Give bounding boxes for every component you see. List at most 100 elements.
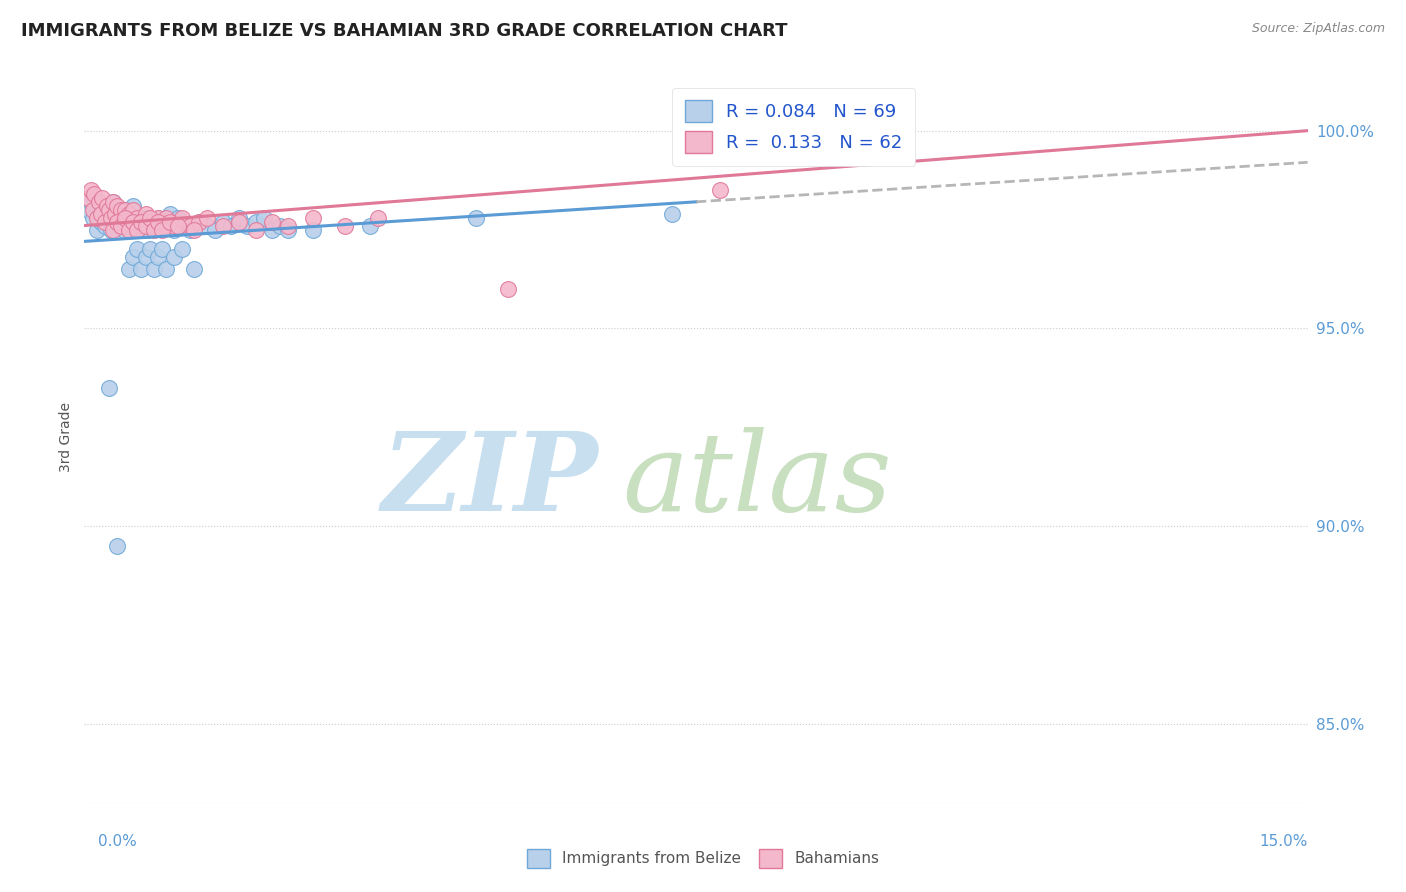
- Point: [212, 219, 235, 233]
- Point: [131, 219, 153, 233]
- Point: [87, 202, 110, 217]
- Point: [167, 219, 190, 233]
- Point: [159, 214, 181, 228]
- Point: [155, 214, 177, 228]
- Point: [90, 207, 112, 221]
- Point: [163, 250, 186, 264]
- Point: [150, 219, 173, 233]
- Point: [150, 219, 173, 233]
- Text: 15.0%: 15.0%: [1260, 834, 1308, 849]
- Point: [136, 222, 159, 236]
- Point: [135, 219, 157, 233]
- Text: atlas: atlas: [623, 427, 893, 534]
- Point: [91, 191, 114, 205]
- Text: Source: ZipAtlas.com: Source: ZipAtlas.com: [1251, 22, 1385, 36]
- Point: [122, 250, 145, 264]
- Point: [107, 219, 129, 233]
- Text: 0.0%: 0.0%: [98, 834, 138, 849]
- Point: [179, 222, 201, 236]
- Point: [367, 211, 389, 225]
- Point: [709, 183, 731, 197]
- Point: [105, 539, 128, 553]
- Point: [127, 242, 149, 256]
- Point: [115, 214, 138, 228]
- Point: [301, 222, 323, 236]
- Point: [138, 214, 160, 228]
- Point: [167, 211, 190, 225]
- Point: [93, 214, 115, 228]
- Point: [135, 207, 157, 221]
- Point: [86, 211, 108, 225]
- Point: [91, 199, 114, 213]
- Point: [277, 219, 299, 233]
- Point: [187, 214, 209, 228]
- Point: [114, 214, 136, 228]
- Point: [127, 222, 149, 236]
- Point: [90, 214, 112, 228]
- Point: [110, 202, 132, 217]
- Point: [110, 211, 132, 225]
- Point: [179, 219, 201, 233]
- Point: [135, 211, 157, 225]
- Point: [118, 262, 141, 277]
- Point: [195, 219, 218, 233]
- Point: [150, 222, 173, 236]
- Point: [128, 211, 150, 225]
- Point: [101, 222, 124, 236]
- Y-axis label: 3rd Grade: 3rd Grade: [59, 402, 73, 472]
- Point: [83, 191, 105, 205]
- Point: [83, 186, 105, 201]
- Point: [131, 219, 153, 233]
- Point: [159, 207, 181, 221]
- Point: [172, 211, 194, 225]
- Point: [172, 219, 194, 233]
- Point: [93, 219, 115, 233]
- Point: [146, 250, 169, 264]
- Point: [131, 214, 153, 228]
- Point: [104, 207, 127, 221]
- Point: [138, 211, 160, 225]
- Point: [245, 222, 267, 236]
- Point: [82, 211, 104, 225]
- Point: [114, 202, 136, 217]
- Point: [112, 222, 135, 236]
- Point: [115, 202, 138, 217]
- Point: [114, 211, 136, 225]
- Point: [163, 219, 186, 233]
- Point: [146, 214, 169, 228]
- Point: [228, 214, 250, 228]
- Point: [105, 199, 128, 213]
- Point: [253, 211, 276, 225]
- Point: [122, 214, 145, 228]
- Point: [228, 211, 250, 225]
- Legend: Immigrants from Belize, Bahamians: Immigrants from Belize, Bahamians: [520, 843, 886, 873]
- Point: [110, 219, 132, 233]
- Point: [269, 219, 291, 233]
- Point: [245, 214, 267, 228]
- Point: [118, 207, 141, 221]
- Point: [204, 222, 226, 236]
- Point: [219, 219, 242, 233]
- Point: [131, 262, 153, 277]
- Point: [121, 214, 143, 228]
- Point: [77, 191, 100, 205]
- Point: [77, 202, 100, 217]
- Text: ZIP: ZIP: [381, 427, 598, 534]
- Point: [82, 202, 104, 217]
- Point: [101, 194, 124, 209]
- Point: [96, 199, 118, 213]
- Point: [260, 214, 283, 228]
- Point: [260, 222, 283, 236]
- Point: [121, 207, 143, 221]
- Point: [146, 211, 169, 225]
- Point: [187, 214, 209, 228]
- Point: [138, 242, 160, 256]
- Point: [101, 194, 124, 209]
- Point: [138, 214, 160, 228]
- Point: [97, 211, 120, 225]
- Point: [97, 381, 120, 395]
- Point: [277, 222, 299, 236]
- Point: [127, 222, 149, 236]
- Text: IMMIGRANTS FROM BELIZE VS BAHAMIAN 3RD GRADE CORRELATION CHART: IMMIGRANTS FROM BELIZE VS BAHAMIAN 3RD G…: [21, 22, 787, 40]
- Point: [142, 219, 165, 233]
